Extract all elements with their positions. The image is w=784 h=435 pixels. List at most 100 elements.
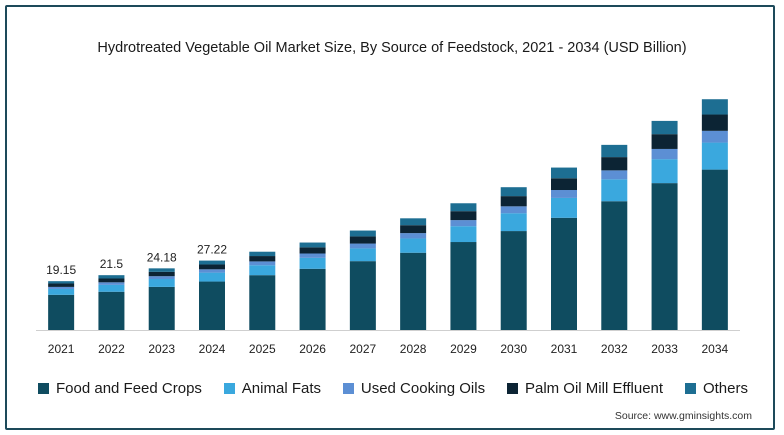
bar-segment-used-cooking-oils-2032[interactable] bbox=[601, 170, 628, 180]
bar-segment-food-and-feed-crops-2030[interactable] bbox=[500, 231, 527, 330]
bar-segment-animal-fats-2033[interactable] bbox=[651, 159, 678, 184]
bar-segment-palm-oil-mill-effluent-2032[interactable] bbox=[601, 157, 628, 171]
bar-segment-animal-fats-2032[interactable] bbox=[601, 179, 628, 202]
legend-item-others[interactable]: Others bbox=[684, 380, 748, 397]
x-tick-label: 2033 bbox=[651, 342, 678, 356]
bar-segment-used-cooking-oils-2028[interactable] bbox=[400, 233, 427, 239]
bar-segment-others-2032[interactable] bbox=[601, 144, 628, 158]
bar-segment-food-and-feed-crops-2028[interactable] bbox=[400, 252, 427, 330]
bar-segment-food-and-feed-crops-2027[interactable] bbox=[349, 261, 376, 330]
bar-segment-food-and-feed-crops-2033[interactable] bbox=[651, 183, 678, 330]
bar-segment-others-2025[interactable] bbox=[249, 251, 276, 257]
bar-segment-animal-fats-2029[interactable] bbox=[450, 226, 477, 243]
bar-segment-used-cooking-oils-2026[interactable] bbox=[299, 253, 326, 258]
bar-segment-others-2033[interactable] bbox=[651, 120, 678, 135]
bar-segment-food-and-feed-crops-2029[interactable] bbox=[450, 242, 477, 330]
bar-segment-palm-oil-mill-effluent-2029[interactable] bbox=[450, 211, 477, 221]
legend-swatch bbox=[684, 383, 696, 394]
x-tick-label: 2027 bbox=[350, 342, 377, 356]
bar-segment-palm-oil-mill-effluent-2021[interactable] bbox=[48, 283, 75, 287]
x-tick-label: 2034 bbox=[702, 342, 729, 356]
x-tick-label: 2023 bbox=[148, 342, 175, 356]
bar-segment-others-2027[interactable] bbox=[349, 230, 376, 237]
bar-segment-animal-fats-2034[interactable] bbox=[701, 142, 728, 170]
bar-segment-food-and-feed-crops-2026[interactable] bbox=[299, 268, 326, 330]
bar-segment-food-and-feed-crops-2034[interactable] bbox=[701, 169, 728, 330]
bar-segment-animal-fats-2022[interactable] bbox=[98, 284, 125, 292]
bar-segment-food-and-feed-crops-2031[interactable] bbox=[551, 217, 577, 330]
legend-swatch bbox=[506, 383, 518, 394]
bar-segment-others-2021[interactable] bbox=[48, 281, 75, 284]
bar-segment-palm-oil-mill-effluent-2028[interactable] bbox=[400, 225, 427, 234]
legend-label: Palm Oil Mill Effluent bbox=[524, 380, 664, 397]
bar-segment-animal-fats-2026[interactable] bbox=[299, 257, 326, 269]
bar-segment-palm-oil-mill-effluent-2027[interactable] bbox=[349, 236, 376, 244]
bar-segment-animal-fats-2025[interactable] bbox=[249, 265, 276, 276]
bar-segment-food-and-feed-crops-2021[interactable] bbox=[48, 294, 75, 330]
bar-segment-used-cooking-oils-2029[interactable] bbox=[450, 220, 477, 227]
bar-segment-others-2030[interactable] bbox=[500, 187, 527, 197]
bar-segment-animal-fats-2021[interactable] bbox=[48, 288, 75, 295]
legend-label: Food and Feed Crops bbox=[56, 380, 202, 397]
legend-label: Used Cooking Oils bbox=[360, 380, 486, 397]
data-label-total: 24.18 bbox=[147, 250, 177, 264]
bar-segment-others-2022[interactable] bbox=[98, 275, 125, 279]
legend-item-animal-fats[interactable]: Animal Fats bbox=[223, 380, 321, 397]
bar-segment-used-cooking-oils-2023[interactable] bbox=[148, 276, 175, 279]
bar-segment-animal-fats-2028[interactable] bbox=[400, 238, 427, 253]
bar-segment-others-2031[interactable] bbox=[551, 167, 577, 179]
bar-segment-animal-fats-2031[interactable] bbox=[551, 197, 577, 218]
bar-segment-used-cooking-oils-2033[interactable] bbox=[651, 148, 678, 160]
bar-segment-palm-oil-mill-effluent-2023[interactable] bbox=[148, 271, 175, 277]
bar-segment-palm-oil-mill-effluent-2031[interactable] bbox=[551, 178, 577, 191]
bar-segment-others-2026[interactable] bbox=[299, 242, 326, 248]
legend-item-used-cooking-oils[interactable]: Used Cooking Oils bbox=[342, 380, 486, 397]
bar-segment-used-cooking-oils-2021[interactable] bbox=[48, 286, 75, 289]
bar-segment-palm-oil-mill-effluent-2026[interactable] bbox=[299, 247, 326, 254]
bar-segment-palm-oil-mill-effluent-2022[interactable] bbox=[98, 278, 125, 283]
bar-segment-food-and-feed-crops-2022[interactable] bbox=[98, 291, 125, 330]
x-tick-label: 2024 bbox=[199, 342, 226, 356]
bar-segment-food-and-feed-crops-2032[interactable] bbox=[601, 201, 628, 330]
x-tick-label: 2021 bbox=[48, 342, 75, 356]
bar-segment-used-cooking-oils-2031[interactable] bbox=[551, 190, 577, 198]
x-tick-label: 2030 bbox=[500, 342, 527, 356]
legend-swatch bbox=[342, 383, 354, 394]
bar-segment-animal-fats-2030[interactable] bbox=[500, 213, 527, 232]
legend-item-food-and-feed-crops[interactable]: Food and Feed Crops bbox=[38, 380, 202, 397]
data-label-total: 19.15 bbox=[46, 263, 76, 277]
x-tick-label: 2025 bbox=[249, 342, 276, 356]
legend-swatch bbox=[38, 383, 49, 394]
bar-segment-palm-oil-mill-effluent-2025[interactable] bbox=[249, 256, 276, 262]
chart-frame bbox=[5, 5, 775, 430]
bar-segment-others-2028[interactable] bbox=[400, 218, 427, 226]
bar-segment-used-cooking-oils-2024[interactable] bbox=[199, 269, 225, 273]
bar-segment-used-cooking-oils-2027[interactable] bbox=[349, 243, 376, 249]
bar-segment-food-and-feed-crops-2024[interactable] bbox=[199, 281, 225, 330]
bar-segment-animal-fats-2027[interactable] bbox=[349, 248, 376, 262]
bar-segment-others-2029[interactable] bbox=[450, 203, 477, 212]
x-tick-label: 2026 bbox=[299, 342, 326, 356]
bar-segment-palm-oil-mill-effluent-2033[interactable] bbox=[651, 134, 678, 149]
bar-segment-palm-oil-mill-effluent-2024[interactable] bbox=[199, 264, 225, 270]
legend-item-palm-oil-mill-effluent[interactable]: Palm Oil Mill Effluent bbox=[506, 380, 664, 397]
x-tick-label: 2028 bbox=[400, 342, 427, 356]
x-tick-label: 2029 bbox=[450, 342, 477, 356]
data-label-total: 21.5 bbox=[100, 257, 124, 271]
bar-segment-others-2024[interactable] bbox=[199, 260, 225, 265]
legend-label: Animal Fats bbox=[241, 380, 321, 397]
bar-segment-palm-oil-mill-effluent-2034[interactable] bbox=[701, 114, 728, 131]
bar-segment-others-2034[interactable] bbox=[701, 99, 728, 115]
bar-segment-used-cooking-oils-2034[interactable] bbox=[701, 130, 728, 143]
bar-segment-food-and-feed-crops-2025[interactable] bbox=[249, 275, 276, 330]
chart-title: Hydrotreated Vegetable Oil Market Size, … bbox=[97, 40, 687, 56]
bar-segment-used-cooking-oils-2030[interactable] bbox=[500, 206, 527, 214]
bar-segment-food-and-feed-crops-2023[interactable] bbox=[148, 286, 175, 330]
bar-segment-used-cooking-oils-2022[interactable] bbox=[98, 282, 125, 285]
bar-segment-others-2023[interactable] bbox=[148, 268, 175, 272]
bar-segment-palm-oil-mill-effluent-2030[interactable] bbox=[500, 196, 527, 207]
bar-segment-animal-fats-2023[interactable] bbox=[148, 279, 175, 287]
bar-segment-used-cooking-oils-2025[interactable] bbox=[249, 261, 276, 266]
bar-segment-animal-fats-2024[interactable] bbox=[199, 272, 225, 282]
